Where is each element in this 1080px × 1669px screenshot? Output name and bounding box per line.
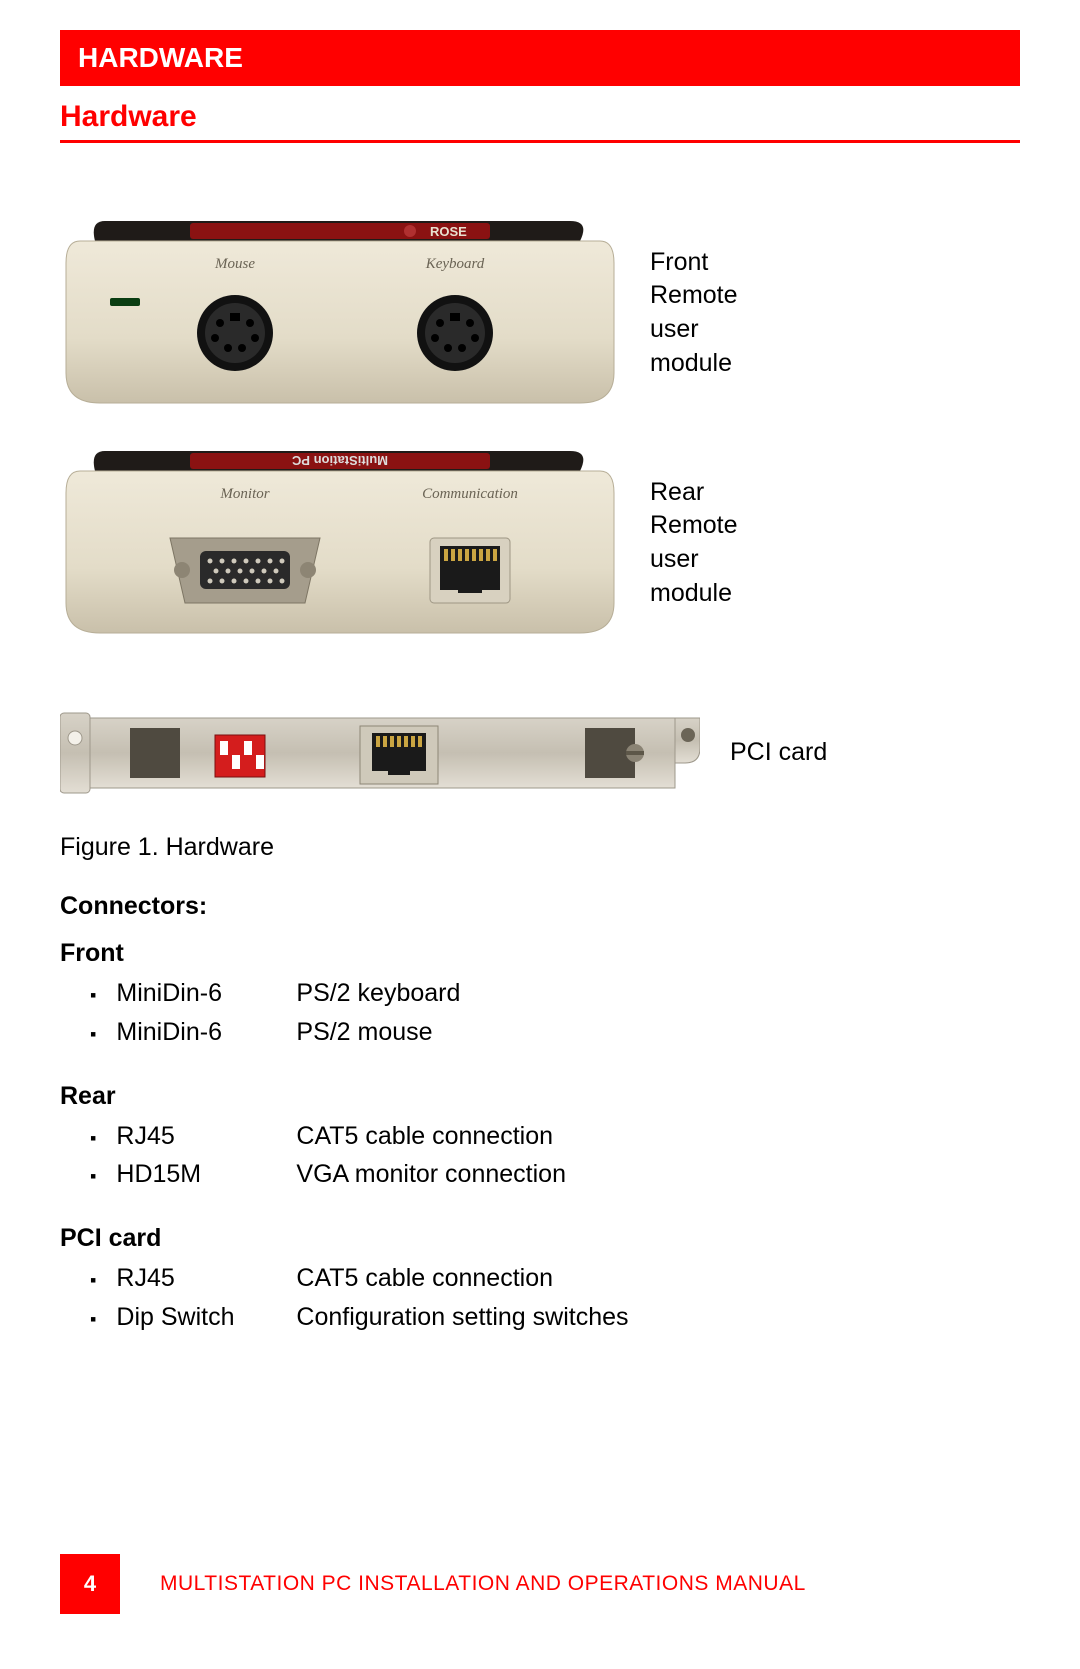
page-number: 4: [60, 1554, 120, 1614]
footer-text: MULTISTATION PC INSTALLATION AND OPERATI…: [120, 1554, 1020, 1614]
connector-item: RJ45CAT5 cable connection: [60, 1259, 1020, 1298]
pci-card-illustration: [60, 693, 700, 813]
connector-item: Dip SwitchConfiguration setting switches: [60, 1298, 1020, 1337]
hardware-label-pci: PCI card: [730, 736, 827, 770]
front-module-illustration: ROSE Mouse Keyboard: [60, 213, 620, 413]
connectors-group-title: Front: [60, 939, 1020, 968]
connector-item: HD15MVGA monitor connection: [60, 1155, 1020, 1194]
brand-label: ROSE: [430, 224, 467, 239]
connectors-group-front: Front MiniDin-6PS/2 keyboard MiniDin-6PS…: [60, 939, 1020, 1052]
header-bar: HARDWARE: [60, 30, 1020, 86]
figure-caption: Figure 1. Hardware: [60, 833, 1020, 862]
ps2-port-mouse: [197, 295, 273, 371]
rear-module-illustration: MultiStation PC Monitor C: [60, 443, 620, 643]
connectors-group-title: PCI card: [60, 1224, 1020, 1253]
section-title: Hardware: [60, 100, 1020, 143]
front-port-label-mouse: Mouse: [214, 256, 255, 272]
ps2-port-keyboard: [417, 295, 493, 371]
connectors-title: Connectors:: [60, 892, 1020, 921]
connectors-group-title: Rear: [60, 1082, 1020, 1111]
hardware-row-rear: MultiStation PC Monitor C: [60, 443, 1020, 643]
connectors-group-pci: PCI card RJ45CAT5 cable connection Dip S…: [60, 1224, 1020, 1337]
hardware-row-front: ROSE Mouse Keyboard Front Remote user mo…: [60, 213, 1020, 413]
hardware-row-pci: PCI card: [60, 693, 1020, 813]
connector-item: RJ45CAT5 cable connection: [60, 1117, 1020, 1156]
hardware-label-front: Front Remote user module: [650, 246, 738, 381]
rear-port-label-comm: Communication: [422, 486, 518, 502]
connector-item: MiniDin-6PS/2 keyboard: [60, 974, 1020, 1013]
hardware-label-rear: Rear Remote user module: [650, 476, 738, 611]
header-bar-text: HARDWARE: [78, 42, 243, 73]
front-port-label-keyboard: Keyboard: [425, 256, 485, 272]
rear-port-label-monitor: Monitor: [219, 486, 269, 502]
rear-top-text: MultiStation PC: [291, 453, 388, 468]
dip-switch: [215, 735, 265, 777]
rj45-port-pci: [360, 726, 438, 784]
connectors-group-rear: Rear RJ45CAT5 cable connection HD15MVGA …: [60, 1082, 1020, 1195]
connector-item: MiniDin-6PS/2 mouse: [60, 1013, 1020, 1052]
rj45-port-rear: [430, 538, 510, 603]
page-footer: 4 MULTISTATION PC INSTALLATION AND OPERA…: [60, 1554, 1020, 1614]
vga-port: [170, 538, 320, 603]
